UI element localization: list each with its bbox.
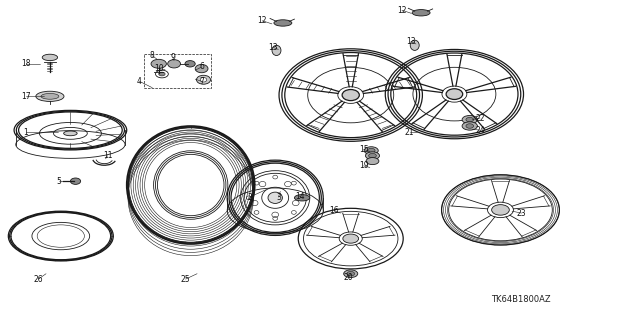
Ellipse shape	[41, 93, 59, 99]
Text: 25: 25	[180, 275, 191, 284]
Ellipse shape	[365, 152, 380, 160]
Text: 9: 9	[170, 53, 175, 62]
Text: 7: 7	[199, 77, 204, 86]
Ellipse shape	[342, 90, 359, 100]
Ellipse shape	[168, 60, 180, 68]
Ellipse shape	[70, 178, 81, 184]
Text: 12: 12	[397, 6, 406, 15]
Ellipse shape	[185, 61, 195, 67]
Text: 20: 20	[344, 273, 354, 282]
Text: 13: 13	[268, 43, 278, 52]
Ellipse shape	[268, 192, 282, 204]
Ellipse shape	[294, 195, 310, 201]
Ellipse shape	[462, 122, 477, 130]
Ellipse shape	[151, 59, 166, 68]
Ellipse shape	[195, 64, 208, 73]
Ellipse shape	[272, 45, 281, 56]
Ellipse shape	[159, 72, 165, 76]
Text: 4: 4	[137, 77, 142, 86]
Text: 3: 3	[276, 193, 281, 202]
Text: 6: 6	[199, 63, 204, 71]
Ellipse shape	[347, 271, 355, 276]
Text: 19: 19	[358, 161, 369, 170]
Ellipse shape	[63, 131, 77, 136]
Text: 11: 11	[103, 151, 112, 160]
Ellipse shape	[466, 117, 474, 122]
Text: 21: 21	[405, 128, 414, 137]
Ellipse shape	[42, 54, 58, 61]
Text: 16: 16	[329, 206, 339, 215]
Text: 15: 15	[358, 145, 369, 154]
Text: TK64B1800AZ: TK64B1800AZ	[491, 295, 550, 304]
Ellipse shape	[364, 147, 378, 154]
Text: 8: 8	[150, 51, 155, 60]
Ellipse shape	[344, 270, 358, 278]
Text: 17: 17	[20, 92, 31, 101]
Ellipse shape	[492, 205, 509, 215]
Ellipse shape	[367, 148, 375, 153]
Ellipse shape	[466, 124, 474, 128]
Text: 10: 10	[154, 64, 164, 73]
Text: 13: 13	[406, 37, 416, 46]
Text: 5: 5	[56, 177, 61, 186]
Ellipse shape	[369, 153, 376, 158]
FancyBboxPatch shape	[144, 54, 211, 88]
Text: 26: 26	[33, 275, 44, 284]
Ellipse shape	[412, 10, 430, 16]
Ellipse shape	[446, 89, 463, 100]
Ellipse shape	[462, 115, 477, 124]
Ellipse shape	[366, 158, 379, 165]
Text: 2: 2	[247, 193, 252, 202]
Ellipse shape	[200, 78, 207, 82]
Ellipse shape	[410, 40, 419, 50]
Text: 14: 14	[294, 192, 305, 201]
Ellipse shape	[36, 91, 64, 101]
Text: 22: 22	[476, 114, 484, 122]
Text: 12: 12	[258, 16, 267, 25]
Ellipse shape	[343, 234, 358, 243]
Ellipse shape	[156, 70, 168, 78]
Text: 1: 1	[23, 128, 28, 137]
Ellipse shape	[196, 75, 211, 84]
Text: 23: 23	[516, 209, 527, 218]
Text: 24: 24	[475, 126, 485, 135]
Ellipse shape	[274, 20, 292, 26]
Text: 18: 18	[21, 59, 30, 68]
